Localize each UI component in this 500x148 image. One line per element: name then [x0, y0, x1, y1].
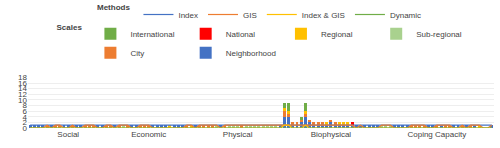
svg-text:Methods: Methods	[97, 3, 130, 12]
svg-text:Regional: Regional	[321, 30, 353, 39]
svg-text:Scales: Scales	[57, 23, 83, 32]
svg-text:Index & GIS: Index & GIS	[302, 11, 345, 20]
svg-text:Neighborhood: Neighborhood	[226, 49, 276, 58]
svg-text:2: 2	[23, 118, 28, 127]
svg-text:Dynamic: Dynamic	[390, 11, 421, 20]
svg-text:6: 6	[23, 107, 28, 116]
svg-text:International: International	[130, 30, 174, 39]
svg-text:Social: Social	[57, 130, 79, 139]
svg-text:16: 16	[18, 79, 27, 88]
svg-text:Coping Capacity: Coping Capacity	[407, 130, 466, 139]
svg-text:Biophysical: Biophysical	[311, 130, 352, 139]
svg-text:12: 12	[18, 90, 27, 99]
svg-text:City: City	[130, 49, 144, 58]
svg-text:Index: Index	[178, 11, 198, 20]
svg-text:National: National	[226, 30, 256, 39]
svg-text:18: 18	[18, 73, 27, 82]
svg-text:4: 4	[23, 113, 28, 122]
svg-text:8: 8	[23, 101, 28, 110]
svg-text:Sub-regional: Sub-regional	[416, 30, 462, 39]
svg-text:Physical: Physical	[223, 130, 253, 139]
svg-text:Economic: Economic	[131, 130, 166, 139]
svg-text:10: 10	[18, 96, 27, 105]
svg-text:0: 0	[23, 124, 28, 133]
svg-text:GIS: GIS	[243, 11, 257, 20]
svg-text:14: 14	[18, 84, 27, 93]
